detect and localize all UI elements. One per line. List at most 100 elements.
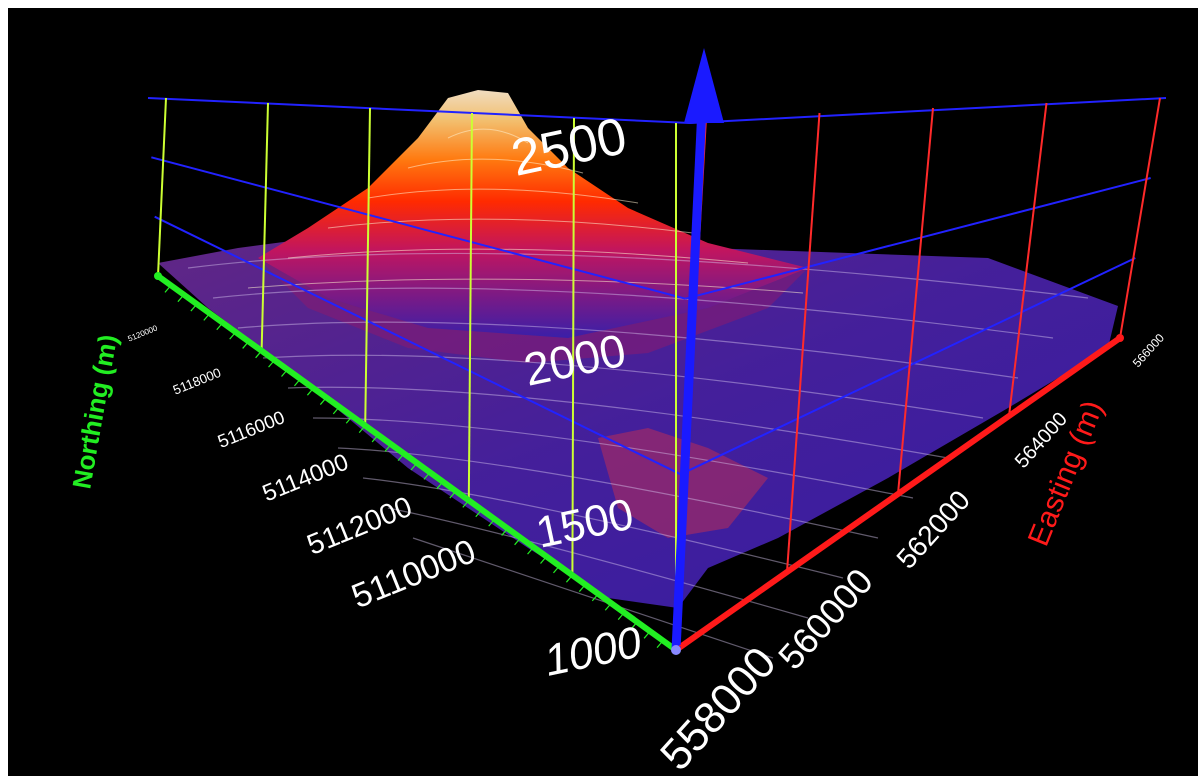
northing-minor-tick [281, 369, 288, 377]
northing-tick-label: 5114000 [259, 449, 352, 507]
northing-minor-tick [617, 612, 625, 620]
easting-minor-tick [1089, 353, 1099, 359]
contour-line [412, 537, 774, 659]
northing-minor-tick [384, 443, 392, 452]
easting-minor-tick [734, 602, 743, 608]
northing-grid-line [157, 97, 167, 277]
northing-minor-tick [293, 378, 301, 387]
contour-line [247, 278, 804, 294]
easting-minor-tick [756, 587, 766, 593]
contour-line [387, 507, 809, 619]
northing-minor-tick [410, 462, 418, 471]
northing-minor-tick [371, 434, 379, 443]
elevation-grid-line [151, 156, 686, 300]
easting-grid-line [1119, 97, 1161, 339]
northing-minor-tick [514, 537, 522, 546]
terrain-mountain [258, 90, 808, 338]
elevation-tick-label: 2500 [506, 107, 631, 188]
northing-tick-label: 5116000 [215, 406, 288, 452]
northing-minor-tick [436, 481, 444, 490]
contour-line [362, 477, 844, 579]
northing-minor-tick [630, 621, 638, 630]
contour-line [212, 287, 1054, 339]
northing-minor-tick [306, 387, 314, 396]
easting-minor-tick [712, 618, 721, 624]
easting-tick-label: 558000 [651, 638, 786, 776]
easting-minor-tick [934, 462, 943, 468]
easting-minor-tick [778, 571, 788, 577]
northing-grid-line [571, 117, 575, 576]
northing-tick-label: 5118000 [171, 365, 223, 398]
northing-minor-tick [397, 453, 405, 462]
elevation-grid-line [685, 177, 1151, 300]
northing-minor-tick [462, 500, 470, 508]
easting-minor-tick [723, 610, 732, 616]
terrain-mountain-shade [258, 258, 808, 363]
northing-minor-tick [319, 397, 327, 405]
easting-minor-tick [689, 633, 699, 639]
axis-origin [671, 645, 681, 655]
easting-minor-tick [900, 485, 910, 491]
elevation-grid-line [154, 215, 682, 476]
easting-minor-tick [1100, 345, 1110, 351]
northing-minor-tick [332, 406, 340, 415]
contour-line [327, 218, 694, 234]
easting-minor-tick [789, 563, 799, 569]
easting-minor-tick [878, 501, 888, 507]
northing-grid-line [467, 112, 473, 501]
contour-line [337, 447, 879, 539]
northing-minor-tick [255, 350, 263, 359]
northing-tick-label: 5112000 [303, 491, 417, 562]
easting-minor-tick [678, 641, 688, 647]
easting-minor-tick [845, 524, 854, 530]
northing-minor-tick [177, 294, 185, 303]
northing-minor-tick [358, 425, 366, 433]
northing-minor-tick [540, 556, 547, 564]
easting-minor-tick [967, 438, 976, 444]
northing-minor-tick [268, 359, 276, 368]
easting-minor-tick [911, 477, 921, 483]
northing-minor-tick [591, 593, 599, 602]
northing-minor-tick [552, 565, 560, 574]
contour-line [287, 248, 749, 264]
easting-minor-tick [834, 532, 843, 538]
contour-line [237, 321, 1019, 379]
northing-minor-tick [229, 331, 237, 340]
easting-minor-tick [1022, 399, 1032, 405]
easting-minor-tick [1045, 384, 1054, 390]
northing-minor-tick [501, 528, 509, 536]
chart-3d-surface: 1000150020002500511000051120005114000511… [66, 48, 1167, 776]
northing-axis-label: Northing (m) [66, 332, 123, 491]
northing-minor-tick [164, 284, 172, 293]
elevation-grid-line [680, 257, 1136, 476]
elevation-grid-line [689, 97, 1167, 124]
easting-minor-tick [889, 493, 899, 499]
easting-minor-tick [956, 446, 965, 452]
contour-line [407, 158, 584, 174]
elevation-axis-arrow [684, 48, 724, 123]
easting-minor-tick [978, 431, 988, 437]
northing-minor-tick [488, 518, 496, 527]
northing-minor-tick [242, 341, 250, 349]
northing-minor-tick [578, 584, 586, 592]
easting-minor-tick [856, 516, 865, 522]
contour-line [367, 188, 639, 204]
easting-minor-tick [1067, 368, 1076, 374]
easting-minor-tick [812, 548, 821, 554]
northing-grid-line [260, 102, 269, 351]
northing-grid-line [364, 107, 371, 426]
northing-minor-tick [565, 574, 573, 583]
northing-minor-tick [345, 415, 353, 424]
chart-frame: 1000 1500 2000 2500 5110000 5112000 5114000 511… [8, 8, 1198, 776]
easting-tick-label: 562000 [890, 484, 976, 574]
easting-tick-label: 560000 [770, 560, 881, 677]
easting-minor-tick [945, 454, 954, 460]
easting-minor-tick [1056, 376, 1065, 382]
easting-minor-tick [867, 509, 877, 515]
easting-minor-tick [923, 470, 932, 476]
elevation-tick-label: 1000 [540, 617, 646, 685]
elevation-grid-line [147, 97, 691, 124]
northing-minor-tick [475, 509, 483, 518]
easting-minor-tick [767, 579, 777, 585]
axes [154, 48, 1124, 655]
